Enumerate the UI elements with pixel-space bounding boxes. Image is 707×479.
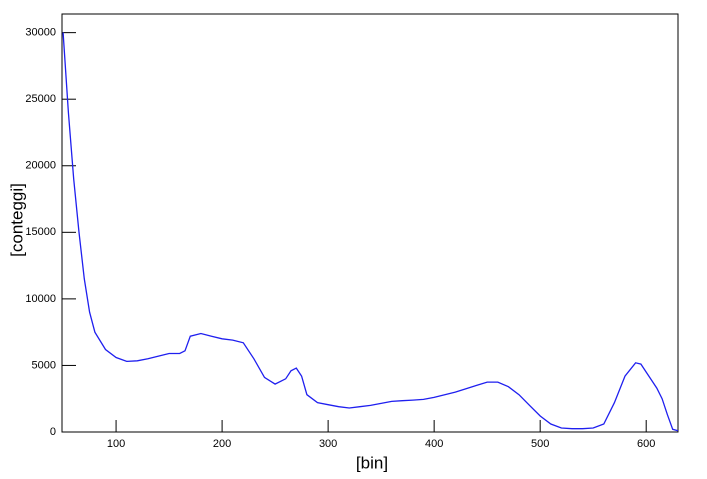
y-tick-label: 15000 <box>25 226 56 238</box>
x-tick-label: 100 <box>107 438 125 450</box>
y-axis-label: [conteggi] <box>7 183 26 257</box>
y-tick-label: 10000 <box>25 293 56 305</box>
data-line <box>62 32 679 432</box>
y-tick-label: 5000 <box>32 359 56 371</box>
x-tick-label: 500 <box>531 438 549 450</box>
plot-frame <box>61 13 679 433</box>
y-tick-label: 30000 <box>25 27 56 39</box>
x-tick-label: 600 <box>637 438 655 450</box>
y-tick-label: 20000 <box>25 160 56 172</box>
y-tick-label: 0 <box>50 426 56 438</box>
y-tick-label: 25000 <box>25 93 56 105</box>
x-tick-label: 300 <box>319 438 337 450</box>
x-tick-label: 200 <box>213 438 231 450</box>
x-axis-label: [bin] <box>356 453 388 472</box>
x-tick-label: 400 <box>425 438 443 450</box>
